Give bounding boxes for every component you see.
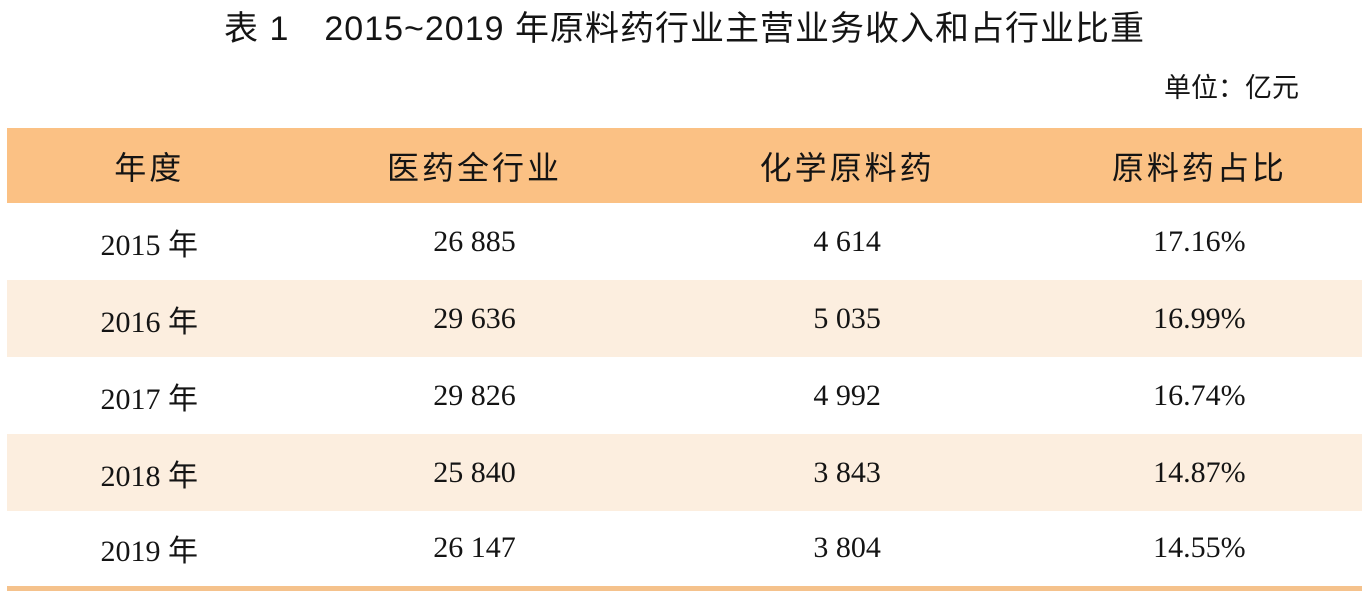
api-share-cell: 14.55% [1153,531,1246,565]
header-row: 年度 医药全行业 化学原料药 原料药占比 [7,128,1362,203]
chemical-api-cell: 4 992 [813,378,881,412]
chemical-api-cell: 3 843 [813,455,881,489]
table-row: 2016 年 29 636 5 035 16.99% [7,280,1362,357]
column-header-year: 年度 [114,149,185,186]
industry-total-cell: 26 885 [433,224,516,258]
year-cell: 2017 年 [100,382,199,416]
api-share-cell: 14.87% [1153,455,1246,489]
chemical-api-cell: 3 804 [813,531,881,565]
api-share-cell: 16.74% [1153,378,1246,412]
table-row: 2019 年 26 147 3 804 14.55% [7,511,1362,588]
column-header-api-share: 原料药占比 [1111,149,1287,186]
year-cell: 2019 年 [100,535,199,569]
industry-total-cell: 25 840 [433,455,516,489]
industry-total-cell: 26 147 [433,531,516,565]
column-header-chemical-api: 化学原料药 [759,149,935,186]
unit-note: 单位：亿元 [1164,73,1299,103]
industry-total-cell: 29 826 [433,378,516,412]
table-row: 2015 年 26 885 4 614 17.16% [7,203,1362,280]
table-title: 表 1 2015~2019 年原料药行业主营业务收入和占行业比重 [224,10,1145,48]
year-cell: 2016 年 [100,305,199,339]
column-header-industry-total: 医药全行业 [386,149,562,186]
table-row: 2017 年 29 826 4 992 16.74% [7,357,1362,434]
table-row: 2018 年 25 840 3 843 14.87% [7,434,1362,511]
chemical-api-cell: 5 035 [813,301,881,335]
year-cell: 2015 年 [100,228,199,262]
api-share-cell: 17.16% [1153,224,1246,258]
chemical-api-cell: 4 614 [813,224,881,258]
industry-total-cell: 29 636 [433,301,516,335]
year-cell: 2018 年 [100,459,199,493]
data-table: 年度 医药全行业 化学原料药 原料药占比 2015 年 26 885 4 614… [7,128,1362,591]
api-share-cell: 16.99% [1153,301,1246,335]
